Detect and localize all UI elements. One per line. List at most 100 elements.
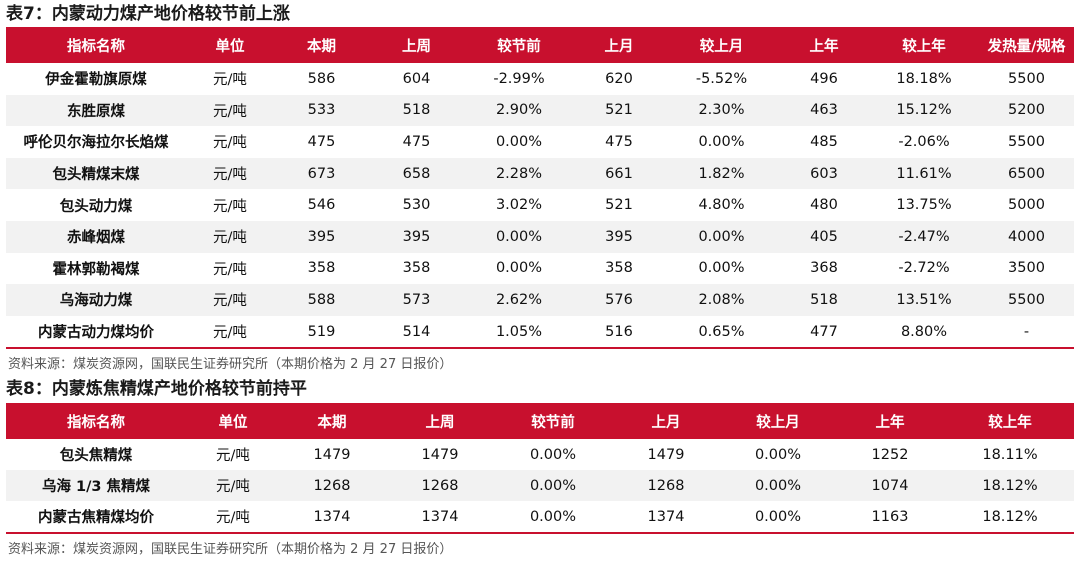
row-label: 乌海 1/3 焦精煤: [6, 470, 186, 501]
table-cell: 0.00%: [722, 470, 834, 501]
table-cell: 485: [810, 133, 838, 150]
table-cell: 15.12%: [869, 94, 979, 127]
table-row: 伊金霍勒旗原煤 元/吨 586 604 -2.99% 620 -5.52% 496 18.18%…: [6, 63, 1074, 95]
column-header: 发热量/规格: [979, 27, 1074, 63]
column-header: 上月: [574, 27, 664, 63]
table-cell: 2.28%: [464, 157, 574, 190]
table-cell: 18.12%: [982, 508, 1038, 525]
column-header: 较节前: [496, 403, 610, 439]
table-cell: 1374: [421, 508, 459, 525]
table-cell: 518: [779, 284, 869, 316]
table-row: 包头动力煤 元/吨 546 530 3.02% 521 4.80% 480 13.75% 5000: [6, 189, 1074, 221]
row-label: 伊金霍勒旗原煤: [45, 72, 147, 89]
row-label: 呼伦贝尔海拉尔长焰煤: [23, 135, 169, 152]
table1-title: 表7：内蒙动力煤产地价格较节前上涨: [6, 4, 290, 24]
table-cell: -: [1023, 323, 1030, 340]
table-cell: 586: [307, 70, 336, 87]
table-cell: 元/吨: [216, 510, 250, 526]
table-cell: 358: [605, 260, 633, 277]
column-header: 较上月: [722, 403, 834, 439]
table-cell: 463: [779, 94, 869, 127]
table-cell: 518: [369, 94, 464, 127]
table-row: 赤峰烟煤 元/吨 395 395 0.00% 395 0.00% 405 -2.47% 4000: [6, 220, 1074, 253]
table-cell: 1163: [871, 508, 909, 525]
table-row: 霍林郭勒褐煤 元/吨 358 358 0.00% 358 0.00% 368 -2.72% 350…: [6, 253, 1074, 285]
table-cell: 588: [274, 284, 369, 316]
table-cell: 5500: [1008, 70, 1045, 87]
column-header: 上月: [610, 403, 722, 439]
table-cell: 0.00%: [754, 446, 802, 463]
table-cell: 395: [574, 220, 664, 253]
table-cell: 475: [307, 133, 336, 150]
table-cell: 661: [574, 157, 664, 190]
table2-source: 资料来源：煤炭资源网，国联民生证券研究所（本期价格为 2 月 27 日报价）: [8, 542, 453, 557]
table-cell: 元/吨: [213, 72, 247, 89]
table-row: 包头焦精煤 元/吨 1479 1479 0.00% 1479 0.00% 1252 18.11%: [6, 439, 1074, 470]
table-cell: 4.80%: [698, 197, 745, 214]
table-cell: 0.00%: [529, 508, 577, 525]
table-cell: 3.02%: [495, 197, 543, 214]
table-cell: 658: [369, 157, 464, 190]
row-label: 霍林郭勒褐煤: [52, 261, 140, 278]
table-cell: 475: [402, 133, 431, 150]
table-cell: 480: [810, 197, 838, 214]
table-row: 东胜原煤 元/吨 533 518 2.90% 521 2.30% 463 15.12% 5200: [6, 94, 1074, 127]
table-cell: 1252: [871, 446, 909, 463]
table-cell: 620: [605, 70, 633, 87]
table-cell: 3500: [1008, 260, 1045, 277]
table-cell: 0.00%: [495, 133, 543, 150]
table-cell: 5500: [979, 284, 1074, 316]
table-cell: 358: [307, 260, 336, 277]
table-cell: 1479: [421, 446, 459, 463]
table1-source: 资料来源：煤炭资源网，国联民生证券研究所（本期价格为 2 月 27 日报价）: [8, 357, 453, 372]
table-cell: 1479: [313, 446, 351, 463]
table-cell: 573: [369, 284, 464, 316]
table-cell: 1074: [834, 470, 946, 501]
column-header: 上周: [384, 403, 496, 439]
table-cell: 1.05%: [495, 323, 543, 340]
table-row: 乌海动力煤 元/吨 588 573 2.62% 576 2.08% 518 13.51% 5500: [6, 284, 1074, 316]
table-cell: 496: [810, 70, 838, 87]
inner-mongolia-thermal-coal-table: 指标名称 单位 本期 上周 较节前 上月 较上月 上年 较上年 发热量/规格 伊金霍勒旗原煤 元/吨…: [6, 27, 1074, 350]
column-header: 上周: [369, 27, 464, 63]
table-cell: 673: [274, 157, 369, 190]
row-label: 包头精煤末煤: [6, 157, 186, 190]
table2-header-row: 指标名称 单位 本期 上周 较节前 上月 较上月 上年 较上年: [6, 403, 1074, 439]
table-cell: 元/吨: [186, 470, 280, 501]
column-header: 本期: [274, 27, 369, 63]
table-cell: 元/吨: [186, 220, 274, 253]
table-cell: 元/吨: [213, 198, 247, 215]
table-cell: 0.00%: [495, 260, 543, 277]
table-cell: 1.82%: [664, 157, 779, 190]
table-cell: 5000: [1008, 197, 1045, 214]
table-cell: 元/吨: [186, 284, 274, 316]
table-cell: 530: [402, 197, 431, 214]
table-cell: 0.00%: [698, 260, 745, 277]
column-header: 较上月: [664, 27, 779, 63]
inner-mongolia-coking-coal-table: 指标名称 单位 本期 上周 较节前 上月 较上月 上年 较上年 包头焦精煤元/吨 1479 1479…: [6, 403, 1074, 534]
row-label: 乌海动力煤: [6, 284, 186, 316]
table-cell: 0.00%: [529, 446, 577, 463]
table-cell: 2.90%: [464, 94, 574, 127]
table-cell: 1268: [610, 470, 722, 501]
row-label: 包头动力煤: [59, 198, 133, 215]
table-cell: 395: [369, 220, 464, 253]
table-cell: 516: [605, 323, 633, 340]
table-cell: 477: [810, 323, 838, 340]
table-cell: 18.18%: [896, 70, 952, 87]
table-cell: 8.80%: [900, 323, 948, 340]
column-header: 较上年: [946, 403, 1074, 439]
table-cell: -2.06%: [898, 133, 950, 150]
row-label: 赤峰烟煤: [6, 220, 186, 253]
table-cell: 5500: [1008, 133, 1045, 150]
table-cell: 603: [779, 157, 869, 190]
table-cell: 521: [605, 197, 633, 214]
row-label: 包头焦精煤: [59, 448, 133, 464]
table-row: 内蒙古动力煤均价 元/吨 519 514 1.05% 516 0.65% 477 8.80% -: [6, 316, 1074, 349]
table-cell: 元/吨: [186, 94, 274, 127]
table-cell: -2.99%: [493, 70, 545, 87]
table-cell: 18.11%: [982, 446, 1038, 463]
column-header: 单位: [186, 403, 280, 439]
row-label: 东胜原煤: [6, 94, 186, 127]
table-cell: 514: [402, 323, 431, 340]
